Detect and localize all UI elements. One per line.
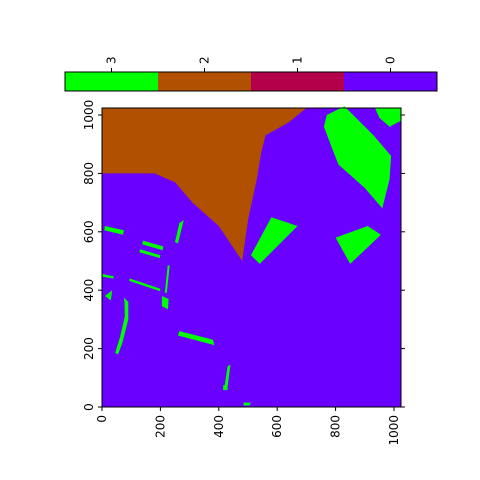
colorbar-ticks: 3 2 1 0 <box>105 56 398 72</box>
y-tick-label: 400 <box>82 279 96 302</box>
region-class-2-0 <box>102 108 307 261</box>
region-class-3-13 <box>104 290 113 301</box>
region-class-3-16 <box>224 364 231 387</box>
region-class-3-4 <box>335 226 381 264</box>
x-axis: 0 200 400 600 800 1000 <box>95 407 401 446</box>
region-class-3-5 <box>104 226 124 235</box>
region-class-3-15 <box>177 331 215 346</box>
x-tick-label: 600 <box>270 415 284 438</box>
y-tick-label: 200 <box>82 337 96 360</box>
colorbar-segment-2 <box>158 72 251 91</box>
colorbar-tick-label: 1 <box>291 56 305 64</box>
colorbar-tick-label: 2 <box>198 56 212 64</box>
x-tick-label: 1000 <box>387 415 401 446</box>
region-class-3-11 <box>164 265 170 294</box>
colorbar-tick-label: 0 <box>384 56 398 64</box>
plot-frame <box>101 107 402 408</box>
region-class-3-10 <box>129 278 161 292</box>
region-class-3-8 <box>175 220 184 244</box>
colorbar-segment-0 <box>344 72 437 91</box>
class-regions <box>102 106 401 406</box>
region-class-3-9 <box>102 274 114 279</box>
colorbar-frame <box>64 71 438 92</box>
x-tick-label: 0 <box>95 415 109 423</box>
region-class-3-6 <box>142 240 164 251</box>
region-class-3-14 <box>115 297 129 355</box>
colorbar <box>64 71 438 92</box>
x-tick-label: 800 <box>329 415 343 438</box>
y-tick-label: 1000 <box>82 100 96 131</box>
y-tick-label: 0 <box>82 403 96 411</box>
plot-area <box>101 106 402 408</box>
x-tick-label: 200 <box>153 415 167 438</box>
colorbar-segment-3 <box>65 72 158 91</box>
region-class-3-12 <box>161 296 169 310</box>
y-tick-label: 800 <box>82 162 96 185</box>
region-class-3-17 <box>223 385 228 391</box>
x-tick-label: 400 <box>212 415 226 438</box>
y-tick-label: 600 <box>82 220 96 243</box>
region-class-3-1 <box>323 106 392 209</box>
region-class-3-7 <box>139 249 161 259</box>
region-class-3-3 <box>250 217 298 264</box>
y-axis: 0 200 400 600 800 1000 <box>82 100 405 411</box>
region-class-3-2 <box>375 108 401 127</box>
colorbar-segment-1 <box>251 72 344 91</box>
colorbar-tick-label: 3 <box>105 56 119 64</box>
region-class-3-18 <box>243 402 251 406</box>
